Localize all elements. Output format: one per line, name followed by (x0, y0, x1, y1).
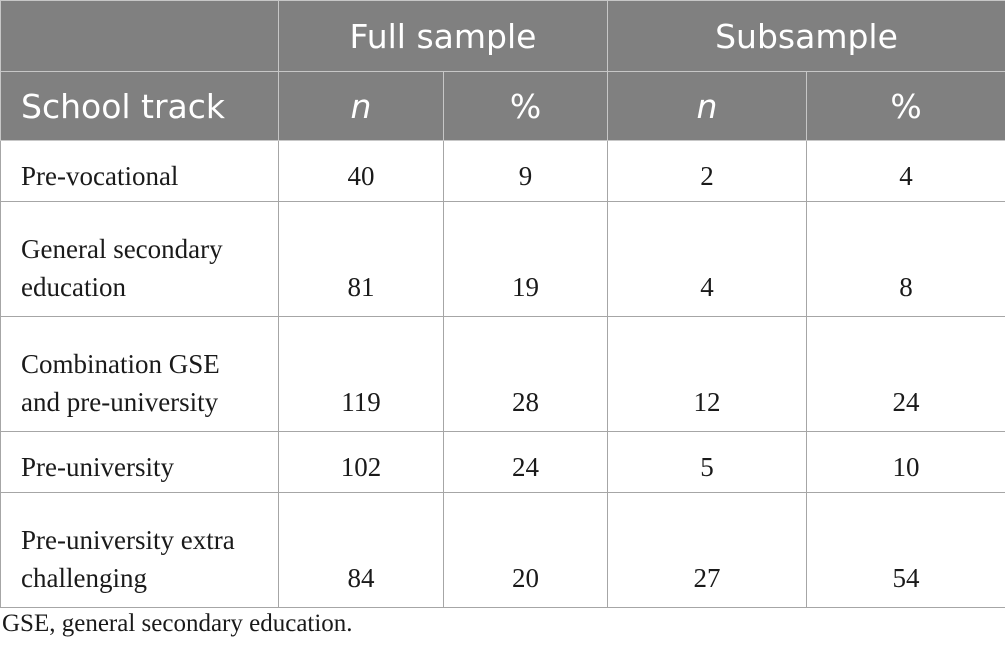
n-full-cell: 119 (278, 316, 444, 432)
n-sub-cell: 2 (607, 140, 807, 202)
pct-full-cell: 9 (443, 140, 608, 202)
school-track-header: School track (0, 71, 279, 141)
n-sub-cell: 27 (607, 492, 807, 608)
school-track-cell: Pre-university extra challenging (0, 492, 279, 608)
n-full-cell: 102 (278, 431, 444, 493)
subsample-header: Subsample (606, 0, 1005, 72)
school-track-table: Full sample Subsample School track n % n… (0, 0, 1005, 608)
n-full-cell: 84 (278, 492, 444, 608)
pct-sub-cell: 10 (805, 431, 1005, 493)
column-header-row: School track n % n % (0, 71, 1005, 141)
n-full-cell: 81 (278, 201, 444, 317)
pct-full-cell: 28 (443, 316, 608, 432)
table-row: Pre-university extra challenging 84 20 27… (0, 492, 1005, 608)
school-track-line2: education (21, 272, 126, 302)
school-track-cell: Combination GSE and pre-university (0, 316, 279, 432)
pct-sub-header: % (805, 71, 1005, 141)
table-row: Pre-university 102 24 5 10 (0, 431, 1005, 493)
pct-full-cell: 19 (443, 201, 608, 317)
school-track-cell: General secondary education (0, 201, 279, 317)
pct-sub-cell: 54 (805, 492, 1005, 608)
pct-full-cell: 20 (443, 492, 608, 608)
group-header-row: Full sample Subsample (0, 0, 1005, 72)
n-sub-cell: 12 (607, 316, 807, 432)
pct-sub-cell: 24 (805, 316, 1005, 432)
n-sub-cell: 5 (607, 431, 807, 493)
table-row: General secondary education 81 19 4 8 (0, 201, 1005, 317)
school-track-line2: and pre-university (21, 387, 219, 417)
blank-header-cell (0, 0, 279, 72)
pct-full-header: % (443, 71, 608, 141)
full-sample-header: Full sample (278, 0, 608, 72)
school-track-line1: Pre-university extra (21, 525, 235, 555)
table-row: Combination GSE and pre-university 119 28… (0, 316, 1005, 432)
school-track-line1: General secondary (21, 234, 223, 264)
n-sub-header: n (607, 71, 807, 141)
school-track-cell: Pre-university (0, 431, 279, 493)
pct-full-cell: 24 (443, 431, 608, 493)
school-track-line1: Combination GSE (21, 349, 220, 379)
table-row: Pre-vocational 40 9 2 4 (0, 140, 1005, 202)
pct-sub-cell: 8 (805, 201, 1005, 317)
pct-sub-cell: 4 (805, 140, 1005, 202)
school-track-cell: Pre-vocational (0, 140, 279, 202)
school-track-line1: Pre-vocational (21, 161, 179, 191)
table-footnote: GSE, general secondary education. (2, 610, 353, 637)
school-track-line1: Pre-university (21, 452, 174, 482)
n-full-header: n (278, 71, 444, 141)
n-full-cell: 40 (278, 140, 444, 202)
school-track-line2: challenging (21, 563, 147, 593)
n-sub-cell: 4 (607, 201, 807, 317)
